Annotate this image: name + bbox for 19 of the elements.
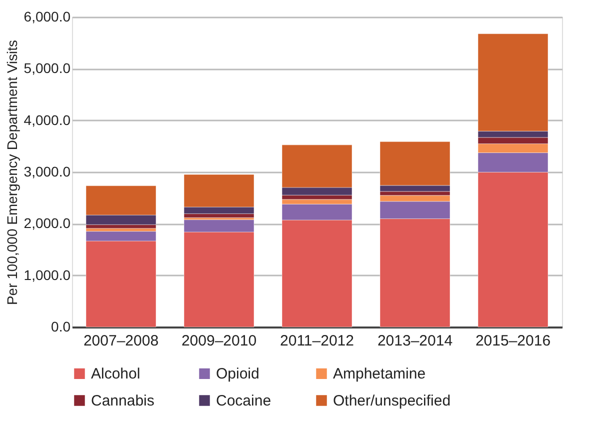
y-tick-label: 4,000.0 <box>24 112 71 128</box>
y-axis-title: Per 100,000 Emergency Department Visits <box>4 40 20 306</box>
legend-label: Opioid <box>216 366 260 383</box>
x-tick-label: 2009–2010 <box>181 332 257 350</box>
y-tick-label: 6,000.0 <box>24 8 71 24</box>
legend-label: Amphetamine <box>333 366 426 383</box>
legend-label: Cocaine <box>216 392 272 410</box>
y-tick-label: 0.0 <box>51 318 71 334</box>
y-tick-label: 3,000.0 <box>24 164 71 180</box>
y-tick-label: 1,000.0 <box>24 266 71 283</box>
x-tick-label: 2011–2012 <box>280 332 354 350</box>
x-tick-label: 2013–2014 <box>377 332 453 350</box>
legend-label: Alcohol <box>91 366 140 383</box>
legend-label: Other/unspecified <box>333 392 451 410</box>
x-tick-label: 2015–2016 <box>475 332 551 350</box>
x-tick-label: 2007–2008 <box>83 332 159 350</box>
y-tick-label: 2,000.0 <box>24 215 71 232</box>
legend-label: Cannabis <box>91 392 154 410</box>
y-tick-label: 5,000.0 <box>24 60 71 76</box>
